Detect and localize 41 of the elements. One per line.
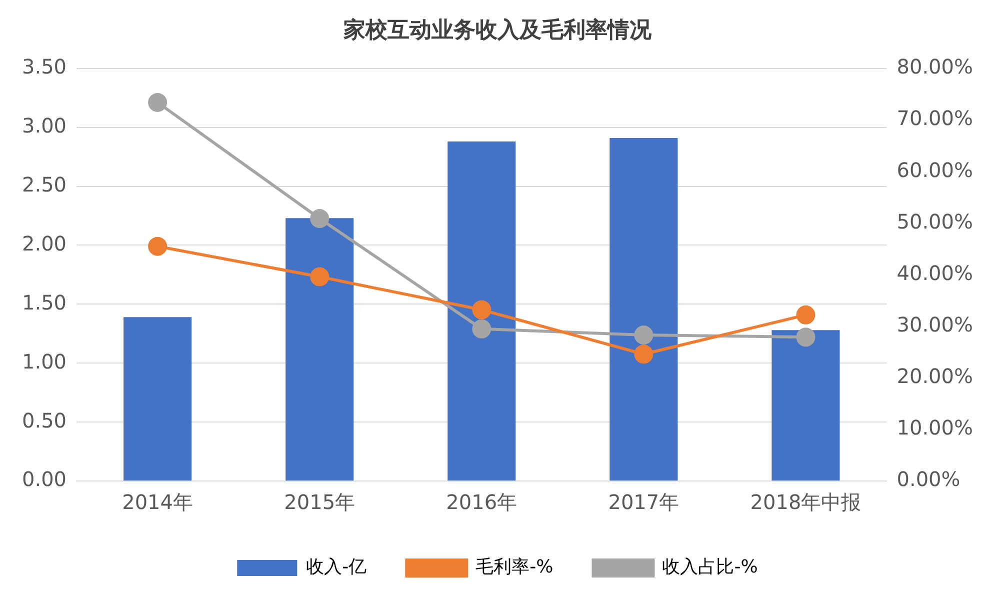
point xyxy=(796,328,816,347)
x-tick-label: 2015年 xyxy=(284,490,356,514)
x-tick-label: 2018年中报 xyxy=(750,490,862,514)
y2-tick-label: 0.00% xyxy=(896,467,960,492)
point xyxy=(148,236,168,256)
point xyxy=(472,319,492,338)
point xyxy=(796,305,816,324)
x-tick-label: 2014年 xyxy=(122,490,194,514)
y-tick-label: 2.00 xyxy=(22,231,67,256)
point xyxy=(310,208,330,228)
y-tick-label: 2.50 xyxy=(22,172,67,196)
bar xyxy=(448,141,516,480)
y2-tick-label: 80.00% xyxy=(896,54,974,79)
y2-tick-label: 40.00% xyxy=(896,260,974,285)
legend-label: 毛利率-% xyxy=(476,556,554,578)
point xyxy=(634,344,654,364)
y2-tick-label: 30.00% xyxy=(896,312,974,336)
legend-label: 收入-亿 xyxy=(306,556,367,578)
bar xyxy=(610,138,678,480)
y-tick-label: 3.50 xyxy=(22,54,67,79)
legend-label: 收入占比-% xyxy=(662,556,758,578)
y-tick-label: 1.00 xyxy=(22,349,67,374)
point xyxy=(310,267,330,286)
y-tick-label: 1.50 xyxy=(22,290,67,314)
y-tick-label: 3.00 xyxy=(22,114,67,138)
y2-tick-label: 70.00% xyxy=(896,106,974,130)
point xyxy=(148,92,168,112)
y2-tick-label: 20.00% xyxy=(896,364,974,388)
x-tick-label: 2017年 xyxy=(608,490,680,514)
bar xyxy=(772,330,840,480)
bar xyxy=(124,317,192,480)
point xyxy=(472,300,492,320)
point xyxy=(634,326,654,345)
x-tick-label: 2016年 xyxy=(446,490,518,514)
y2-tick-label: 10.00% xyxy=(896,416,974,440)
y-tick-label: 0.00 xyxy=(22,467,67,492)
y2-tick-label: 60.00% xyxy=(896,158,974,182)
chart-title: 家校互动业务收入及毛利率情况 xyxy=(342,16,652,43)
y-tick-label: 0.50 xyxy=(22,408,67,432)
y2-tick-label: 50.00% xyxy=(896,209,974,234)
bar xyxy=(286,218,354,480)
